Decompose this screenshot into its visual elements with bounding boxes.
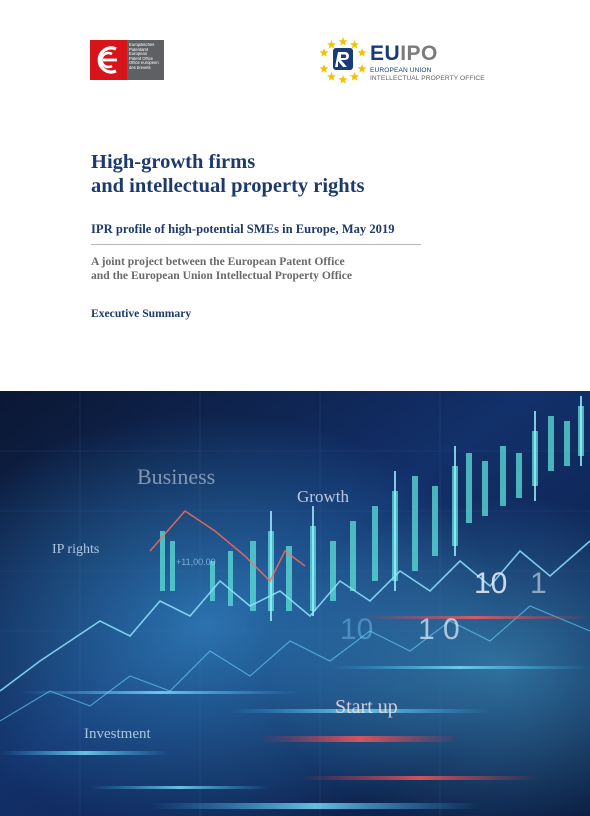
- epo-line: Patent Office: [129, 56, 154, 61]
- document-subtitle: IPR profile of high-potential SMEs in Eu…: [91, 222, 395, 236]
- joint-project-text: A joint project between the European Pat…: [91, 255, 352, 283]
- euipo-wordmark: EUIPO: [370, 42, 438, 66]
- cover-number: +11,00.00: [176, 557, 216, 567]
- cover-digits: 10: [340, 613, 374, 646]
- cover-digits: 1 0: [418, 613, 460, 646]
- epo-line: Office européen: [129, 61, 159, 66]
- cover-digits: 10: [474, 567, 508, 600]
- section-label: Executive Summary: [91, 307, 192, 320]
- cover-image: Business Growth IP rights +11,00.00 10 1…: [0, 391, 590, 816]
- divider: [91, 244, 421, 245]
- header-logos: Europäisches Patentamt European Patent O…: [0, 0, 590, 110]
- cover-word-business: Business: [137, 464, 216, 489]
- epo-line: European: [129, 52, 148, 57]
- euipo-wordmark-ipo: IPO: [400, 42, 438, 65]
- cover-text: High-growth firms and intellectual prope…: [91, 150, 421, 320]
- euipo-logo: EUIPO EUROPEAN UNION INTELLECTUAL PROPER…: [318, 34, 508, 86]
- cover-word-growth: Growth: [297, 487, 349, 506]
- cover-word-investment: Investment: [84, 726, 151, 742]
- title-line: High-growth firms: [91, 151, 256, 173]
- epo-logo-text: Europäisches Patentamt European Patent O…: [127, 40, 164, 80]
- cover-digits: 1: [530, 567, 547, 600]
- epo-line: des brevets: [129, 65, 151, 70]
- epo-line: Europäisches: [129, 43, 155, 47]
- epo-logo-mark-icon: [90, 40, 127, 80]
- title-line: and intellectual property rights: [91, 175, 365, 197]
- epo-line: Patentamt: [129, 47, 149, 52]
- euipo-wordmark-eu: EU: [370, 42, 401, 65]
- joint-line: A joint project between the European Pat…: [91, 255, 345, 268]
- joint-line: and the European Union Intellectual Prop…: [91, 269, 353, 282]
- euipo-subtitle-line: INTELLECTUAL PROPERTY OFFICE: [370, 74, 485, 82]
- cover-word-ip-rights: IP rights: [52, 542, 100, 557]
- euipo-subtitle: EUROPEAN UNION INTELLECTUAL PROPERTY OFF…: [370, 67, 485, 82]
- cover-word-start-up: Start up: [335, 696, 398, 718]
- euipo-star-ring-icon: [319, 37, 367, 84]
- euipo-subtitle-line: EUROPEAN UNION: [370, 67, 432, 74]
- document-title: High-growth firms and intellectual prope…: [91, 150, 421, 198]
- epo-logo: Europäisches Patentamt European Patent O…: [90, 40, 164, 80]
- financial-graphic: [0, 391, 590, 816]
